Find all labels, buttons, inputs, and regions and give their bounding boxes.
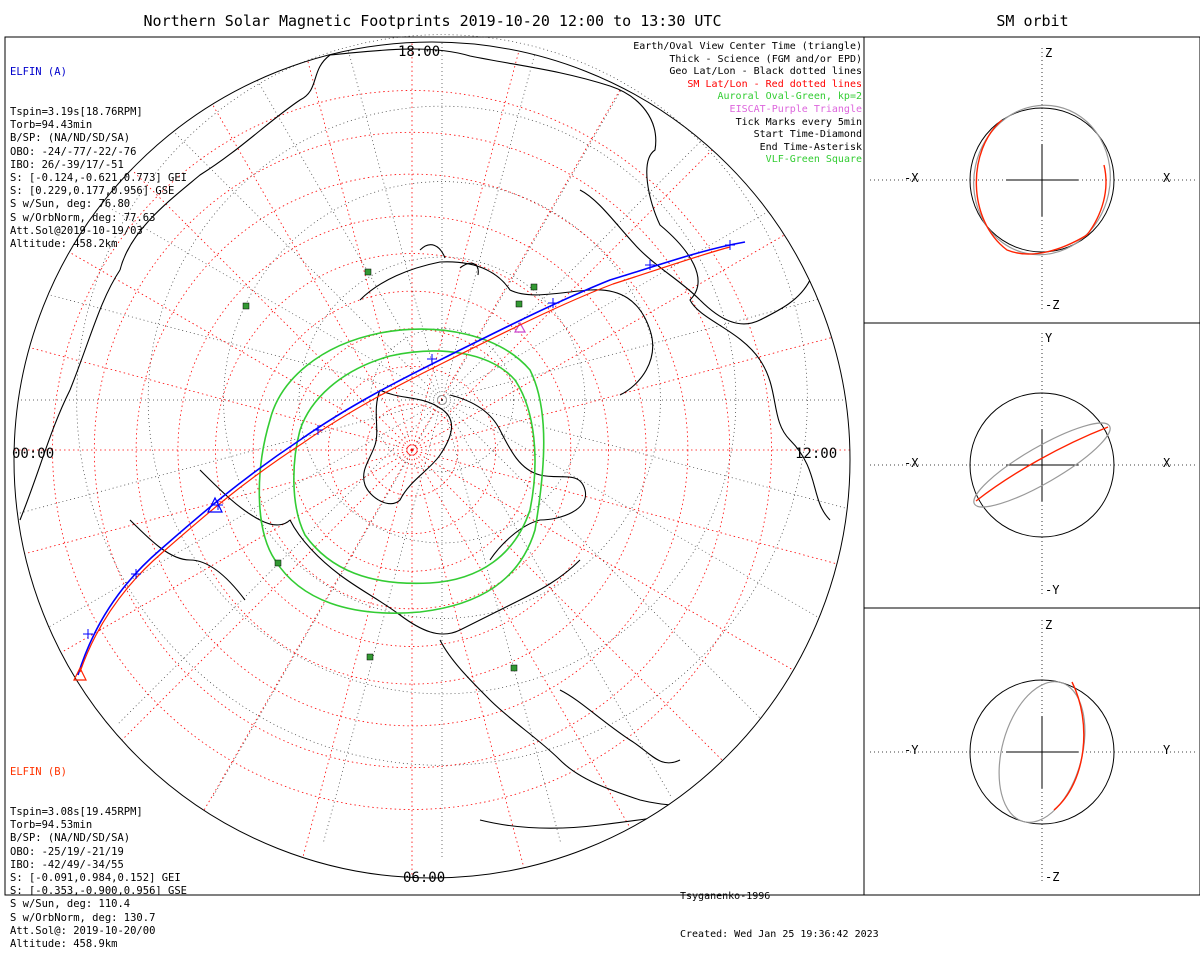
orbit-axis-label: -Y — [904, 743, 919, 757]
elfin-b-line: Altitude: 458.9km — [10, 938, 118, 951]
earth-circle — [969, 392, 1115, 538]
elfin-b-line: Torb=94.53min — [10, 819, 93, 832]
view-center-triangles — [73, 496, 223, 681]
elfin-b-line: Att.Sol@: 2019-10-20/00 — [10, 924, 156, 937]
orbit-panels — [870, 48, 1198, 884]
vlf-square — [274, 559, 282, 567]
orbit-axis-label: -Z — [1045, 298, 1060, 312]
sm-grid — [14, 42, 850, 878]
orbit-panel-2 — [870, 333, 1198, 597]
vlf-square — [515, 300, 523, 308]
elfin-b-line: IBO: -42/49/-34/55 — [10, 858, 124, 871]
elfin-a-line: Tspin=3.19s[18.76RPM] — [10, 106, 143, 119]
vlf-square — [366, 653, 374, 661]
legend-item: Auroral Oval-Green, kp=2 — [717, 91, 863, 103]
geo-grid — [14, 34, 850, 860]
legend: Earth/Oval View Center Time (triangle) Th… — [633, 41, 862, 167]
tick-marks — [83, 240, 735, 639]
time-label-bottom: 06:00 — [403, 870, 446, 886]
elfin-b-line: OBO: -25/19/-21/19 — [10, 845, 124, 858]
legend-item: Tick Marks every 5min — [735, 116, 862, 128]
eiscat-triangle — [513, 321, 527, 333]
elfin-a-lines: Tspin=3.19s[18.76RPM] Torb=94.43min B/SP: … — [10, 106, 187, 251]
probe-tracks — [77, 241, 746, 676]
orbit-axis-label: Z — [1045, 46, 1053, 60]
elfin-a-line: IBO: 26/-39/17/-51 — [10, 158, 124, 171]
time-label-right: 12:00 — [795, 446, 838, 462]
elfin-a-name: ELFIN (A) — [10, 66, 67, 79]
vlf-square — [510, 664, 518, 672]
elfin-b-line: B/SP: (NA/ND/SD/SA) — [10, 832, 131, 845]
orbit-axis-label: -X — [904, 171, 919, 185]
elfin-b-line: S: [-0.091,0.984,0.152] GEI — [10, 872, 181, 885]
orbit-axis-label: -Y — [1045, 583, 1060, 597]
elfin-a-line: S w/OrbNorm, deg: 77.63 — [10, 211, 156, 224]
legend-item: EISCAT-Purple Triangle — [729, 103, 862, 115]
sm-orbit-title: SM orbit — [996, 12, 1069, 30]
coastlines — [19, 48, 831, 829]
elfin-a-track — [77, 241, 746, 676]
elfin-a-line: S: [0.229,0.177,0.956] GSE — [10, 185, 175, 198]
elfin-b-track — [79, 246, 731, 673]
main-title: Northern Solar Magnetic Footprints 2019-… — [143, 12, 722, 30]
elfin-a-line: S w/Sun, deg: 76.80 — [10, 198, 131, 211]
legend-item: End Time-Asterisk — [759, 141, 862, 153]
elfin-a-line: OBO: -24/-77/-22/-76 — [10, 145, 137, 158]
figure-canvas — [4, 34, 1200, 896]
elfin-a-line: Altitude: 458.2km — [10, 238, 118, 251]
orbit-panel-1 — [870, 48, 1198, 312]
elfin-b-line: Tspin=3.08s[19.45RPM] — [10, 806, 143, 819]
orbit-frame — [863, 36, 1200, 896]
legend-item: Thick - Science (FGM and/or EPD) — [669, 53, 862, 65]
vlf-square — [242, 302, 250, 310]
earth-circle — [969, 679, 1115, 825]
legend-item: Start Time-Diamond — [753, 129, 862, 141]
elfin-a-line: S: [-0.124,-0.621,0.773] GEI — [10, 172, 188, 185]
elfin-b-line: S: [-0.353,-0.900,0.956] GSE — [10, 885, 188, 898]
elfin-a-line: Att.Sol@2019-10-19/03 — [10, 224, 143, 237]
time-label-top: 18:00 — [398, 44, 441, 60]
orbit-axis-label: Z — [1045, 618, 1053, 632]
elfin-b-name: ELFIN (B) — [10, 766, 67, 779]
orbit-axis-label: Y — [1163, 743, 1171, 757]
model-name: Tsyganenko-1996 — [680, 891, 771, 902]
orbit-panel-3 — [870, 620, 1198, 884]
credit: Tsyganenko-1996 Created: Wed Jan 25 19:3… — [680, 866, 879, 954]
orbit-axis-label: -X — [904, 456, 919, 470]
elfin-a-line: B/SP: (NA/ND/SD/SA) — [10, 132, 131, 145]
elfin-a-line: Torb=94.43min — [10, 119, 93, 132]
orbit-axis-label: Y — [1045, 331, 1053, 345]
elfin-b-line: S w/Sun, deg: 110.4 — [10, 898, 131, 911]
elfin-b-lines: Tspin=3.08s[19.45RPM] Torb=94.53min B/SP: … — [10, 806, 187, 951]
earth-circle — [969, 107, 1115, 253]
auroral-oval — [258, 328, 545, 614]
vlf-square — [364, 268, 372, 276]
legend-item: VLF-Green Square — [765, 154, 862, 166]
vlf-stations — [242, 268, 538, 672]
polar-map — [13, 34, 851, 879]
orbit-axis-label: -Z — [1045, 870, 1060, 884]
orbit-axis-label: X — [1163, 171, 1171, 185]
elfin-a-info: ELFIN (A) Tspin=3.19s[18.76RPM] Torb=94.4… — [10, 40, 187, 264]
elfin-b-info: ELFIN (B) Tspin=3.08s[19.45RPM] Torb=94.5… — [10, 740, 187, 964]
legend-item: Geo Lat/Lon - Black dotted lines — [669, 66, 862, 78]
vlf-square — [530, 283, 538, 291]
legend-item: Earth/Oval View Center Time (triangle) — [633, 41, 862, 52]
created-timestamp: Created: Wed Jan 25 19:36:42 2023 — [680, 928, 879, 940]
map-boundary — [13, 41, 851, 879]
orbit-axis-label: X — [1163, 456, 1171, 470]
elfin-b-line: S w/OrbNorm, deg: 130.7 — [10, 911, 156, 924]
time-label-left: 00:00 — [12, 446, 55, 462]
legend-item: SM Lat/Lon - Red dotted lines — [687, 78, 862, 90]
